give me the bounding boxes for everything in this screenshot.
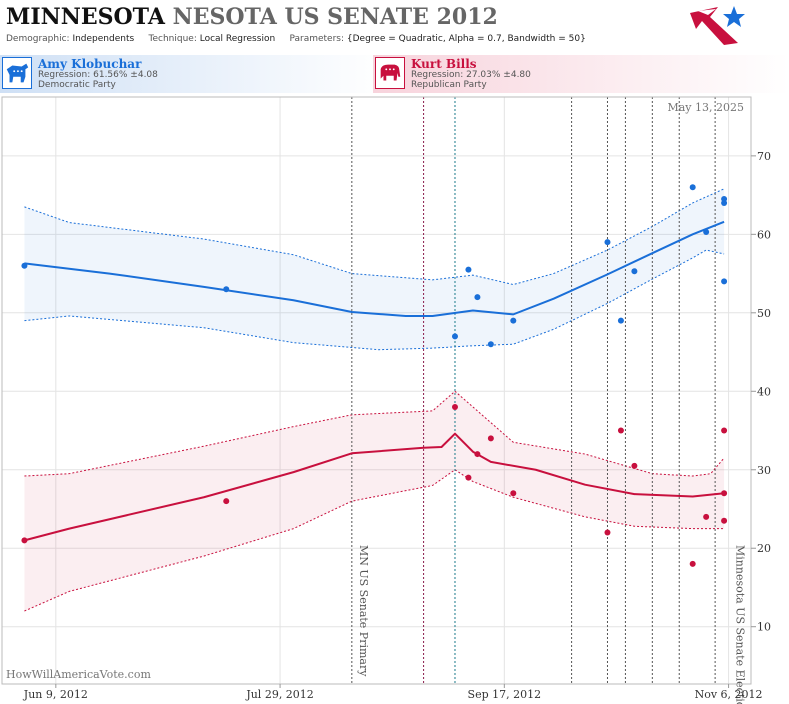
poll-point	[617, 317, 624, 324]
event-lines: MN US Senate Primary Minnesota US Senate …	[351, 97, 747, 704]
chart-parameters: Demographic: Independents Technique: Loc…	[6, 34, 586, 44]
poll-point	[721, 427, 728, 434]
confidence-band	[24, 391, 725, 612]
y-tick-label: 60	[757, 228, 771, 241]
lower-bound-line	[24, 249, 725, 351]
lower-bound-line	[24, 469, 725, 612]
candidate-name: Amy Klobuchar	[38, 57, 142, 71]
donkey-icon	[2, 57, 32, 89]
poll-point	[474, 451, 481, 458]
poll-point	[465, 266, 472, 273]
poll-points	[21, 184, 728, 567]
poll-point	[465, 474, 472, 481]
poll-point	[703, 513, 710, 520]
regression-line	[24, 432, 725, 542]
poll-point	[510, 317, 517, 324]
candidate-party: Republican Party	[411, 80, 487, 90]
axes: 10 20 30 40 50 60 70 Jun 9, 2012 Jul 29, 2012 Sep…	[1, 96, 771, 701]
plot-frame	[1, 96, 752, 685]
poll-point	[604, 529, 611, 536]
regression-line	[24, 220, 725, 317]
poll-point	[451, 333, 458, 340]
poll-point	[510, 490, 517, 497]
x-tick-label: Sep 17, 2012	[468, 688, 542, 701]
confidence-bands	[24, 188, 725, 612]
confidence-band	[24, 188, 725, 350]
poll-point	[21, 262, 28, 269]
technique-value: Local Regression	[199, 34, 276, 44]
poll-point	[689, 184, 696, 191]
poll-point	[223, 498, 230, 505]
poll-point	[721, 196, 728, 203]
elephant-icon	[375, 57, 405, 89]
demographic-label: Demographic:	[6, 34, 70, 44]
poll-point	[617, 427, 624, 434]
event-label: Minnesota US Senate Election	[734, 545, 747, 704]
poll-point	[721, 199, 728, 206]
poll-point	[451, 403, 458, 410]
candidate-name: Kurt Bills	[411, 57, 477, 71]
poll-point	[721, 490, 728, 497]
poll-point	[223, 286, 230, 293]
x-tick-label: Jun 9, 2012	[23, 688, 88, 701]
y-tick-label: 70	[757, 150, 771, 163]
candidate-regression: Regression: 61.56% ±4.08	[38, 70, 158, 80]
watermark: HowWillAmericaVote.com	[6, 668, 151, 681]
chart-header: MINNESOTA NESOTA US SENATE 2012 Demograp…	[0, 0, 789, 50]
poll-point	[703, 228, 710, 235]
y-tick-label: 50	[757, 307, 771, 320]
upper-bound-line	[24, 188, 725, 286]
parameters-label: Parameters:	[289, 34, 345, 44]
poll-point	[631, 462, 638, 469]
title-state: MINNESOTA	[6, 4, 165, 30]
title-state-alt: NESOTA	[172, 4, 277, 30]
upper-bound-line	[24, 390, 725, 477]
demographic-value: Independents	[72, 34, 135, 44]
grid	[2, 97, 751, 684]
x-tick-label: Nov 6, 2012	[695, 688, 763, 701]
poll-point	[21, 537, 28, 544]
chart-title: MINNESOTA NESOTA US SENATE 2012	[6, 4, 498, 30]
poll-point	[487, 435, 494, 442]
candidate-democrat: Amy Klobuchar Regression: 61.56% ±4.08 D…	[0, 55, 385, 93]
poll-point	[721, 517, 728, 524]
poll-point	[604, 239, 611, 246]
y-tick-label: 40	[757, 385, 771, 398]
y-tick-label: 30	[757, 464, 771, 477]
candidate-regression: Regression: 27.03% ±4.80	[411, 70, 531, 80]
parameters-value: {Degree = Quadratic, Alpha = 0.7, Bandwi…	[346, 34, 586, 44]
y-tick-label: 10	[757, 621, 771, 634]
poll-point	[721, 278, 728, 285]
x-tick-label: Jul 29, 2012	[245, 688, 314, 701]
y-tick-label: 20	[757, 542, 771, 555]
title-race: US SENATE 2012	[284, 4, 498, 30]
regression-lines	[24, 220, 725, 542]
event-label: MN US Senate Primary	[357, 545, 370, 677]
candidate-republican: Kurt Bills Regression: 27.03% ±4.80 Repu…	[373, 55, 789, 93]
technique-label: Technique:	[148, 34, 197, 44]
candidate-party: Democratic Party	[38, 80, 116, 90]
poll-point	[474, 294, 481, 301]
date-label: May 13, 2025	[667, 101, 744, 114]
poll-point	[689, 560, 696, 567]
site-logo	[690, 6, 745, 45]
poll-point	[487, 341, 494, 348]
poll-point	[631, 268, 638, 275]
